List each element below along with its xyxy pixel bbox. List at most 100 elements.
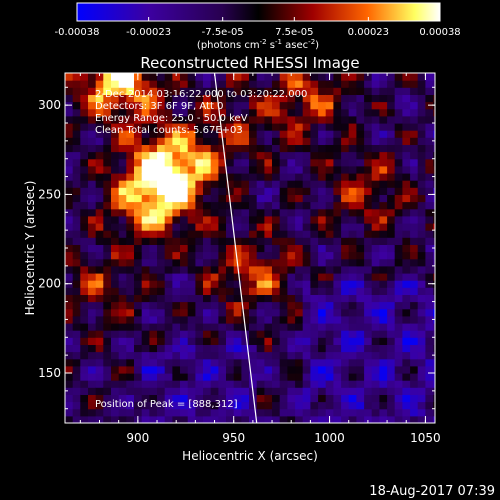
heatmap-cell — [256, 323, 265, 331]
heatmap-cell — [410, 251, 419, 260]
heatmap-cell — [387, 215, 396, 224]
heatmap-cell — [241, 94, 250, 103]
heatmap-cell — [111, 165, 120, 174]
heatmap-cell — [402, 73, 411, 81]
heatmap-cell — [272, 337, 281, 345]
heatmap-cell — [364, 223, 373, 231]
heatmap-cell — [364, 244, 373, 253]
heatmap-cell — [187, 280, 196, 288]
heatmap-cell — [287, 187, 296, 195]
heatmap-cell — [348, 315, 357, 324]
heatmap-cell — [249, 251, 258, 260]
heatmap-cell — [379, 173, 388, 181]
heatmap-cell — [126, 194, 135, 203]
heatmap-cell — [88, 408, 97, 417]
heatmap-cell — [371, 294, 380, 303]
heatmap-cell — [210, 130, 219, 138]
heatmap-cell — [333, 415, 342, 423]
heatmap-cell — [310, 344, 319, 353]
heatmap-cell — [287, 287, 296, 295]
heatmap-cell — [279, 201, 288, 210]
heatmap-cell — [134, 115, 143, 124]
heatmap-cell — [272, 158, 281, 167]
heatmap-cell — [433, 94, 435, 103]
heatmap-cell — [203, 137, 212, 145]
heatmap-cell — [348, 287, 357, 295]
heatmap-cell — [433, 165, 435, 174]
heatmap-cell — [264, 115, 273, 124]
heatmap-cell — [72, 144, 81, 153]
heatmap-cell — [394, 258, 403, 267]
heatmap-cell — [72, 387, 81, 395]
heatmap-cell — [180, 323, 189, 331]
heatmap-cell — [256, 123, 265, 131]
heatmap-cell — [141, 265, 150, 274]
heatmap-cell — [417, 301, 426, 310]
heatmap-cell — [341, 108, 350, 117]
heatmap-cell — [256, 180, 265, 188]
heatmap-cell — [80, 173, 89, 181]
heatmap-cell — [241, 73, 250, 81]
heatmap-cell — [356, 80, 365, 88]
heatmap-cell — [287, 415, 296, 423]
heatmap-cell — [187, 308, 196, 317]
heatmap-cell — [425, 323, 434, 331]
heatmap-cell — [164, 308, 173, 317]
heatmap-cell — [126, 330, 135, 338]
heatmap-cell — [65, 287, 74, 295]
heatmap-cell — [302, 244, 311, 253]
heatmap-cell — [80, 80, 89, 88]
heatmap-cell — [111, 215, 120, 224]
heatmap-cell — [126, 244, 135, 253]
heatmap-cell — [318, 408, 327, 417]
heatmap-cell — [210, 287, 219, 295]
heatmap-cell — [172, 244, 181, 253]
heatmap-cell — [164, 187, 173, 195]
heatmap-cell — [88, 180, 97, 188]
heatmap-cell — [203, 194, 212, 203]
heatmap-cell — [164, 365, 173, 374]
heatmap-cell — [310, 94, 319, 103]
heatmap-cell — [364, 230, 373, 238]
heatmap-cell — [333, 158, 342, 167]
heatmap-cell — [302, 94, 311, 103]
heatmap-cell — [203, 208, 212, 217]
heatmap-cell — [256, 258, 265, 267]
heatmap-cell — [302, 165, 311, 174]
heatmap-cell — [325, 123, 334, 131]
heatmap-cell — [364, 144, 373, 153]
heatmap-cell — [149, 208, 158, 217]
heatmap-cell — [371, 408, 380, 417]
heatmap-cell — [425, 230, 434, 238]
heatmap-cell — [425, 108, 434, 117]
heatmap-cell — [195, 273, 204, 281]
heatmap-cell — [256, 130, 265, 138]
heatmap-cell — [203, 115, 212, 124]
heatmap-cell — [203, 373, 212, 381]
heatmap-cell — [134, 380, 143, 388]
heatmap-cell — [387, 80, 396, 88]
heatmap-cell — [80, 73, 89, 81]
heatmap-cell — [379, 230, 388, 238]
heatmap-cell — [387, 165, 396, 174]
heatmap-cell — [172, 108, 181, 117]
heatmap-cell — [364, 351, 373, 360]
heatmap-cell — [226, 344, 235, 353]
heatmap-cell — [295, 323, 304, 331]
heatmap-cell — [203, 301, 212, 310]
heatmap-cell — [348, 230, 357, 238]
heatmap-cell — [364, 287, 373, 295]
heatmap-cell — [264, 180, 273, 188]
heatmap-cell — [279, 101, 288, 110]
heatmap-cell — [394, 194, 403, 203]
heatmap-cell — [402, 394, 411, 403]
heatmap-cell — [157, 415, 166, 423]
heatmap-cell — [264, 337, 273, 345]
heatmap-cell — [134, 344, 143, 353]
heatmap-cell — [80, 130, 89, 138]
heatmap-cell — [95, 87, 104, 95]
heatmap-cell — [95, 280, 104, 288]
heatmap-cell — [233, 251, 242, 260]
heatmap-cell — [318, 265, 327, 274]
heatmap-cell — [118, 73, 127, 81]
